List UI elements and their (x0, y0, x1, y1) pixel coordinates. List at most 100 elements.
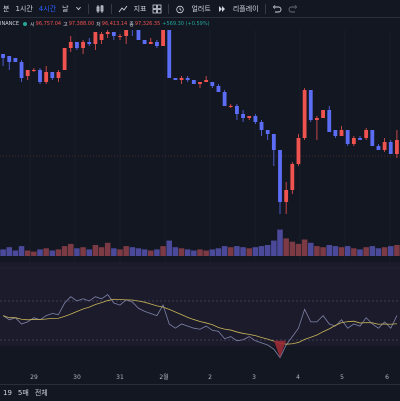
close-value: 97,326.35 (134, 21, 161, 27)
high-label: 고 (63, 21, 68, 28)
volume-bar (117, 249, 123, 256)
rsi-indicator (2, 294, 398, 359)
volume-bar (18, 246, 25, 256)
candle-body (265, 130, 270, 134)
indicators-button[interactable]: 지표 (133, 4, 147, 13)
candle-body (191, 80, 196, 84)
candle-body (161, 30, 165, 46)
volume-bar (240, 247, 246, 256)
range-all[interactable]: 전체 (34, 389, 48, 397)
date-tick-label: 6 (385, 374, 389, 381)
replay-button[interactable]: 리플레이 (232, 4, 259, 13)
interval-4h[interactable]: 4시간 (38, 4, 57, 13)
divider (110, 3, 112, 14)
candle-body (68, 42, 73, 48)
redo-icon[interactable] (285, 4, 301, 14)
alarm-clock-icon[interactable] (172, 4, 188, 14)
volume-bar (98, 247, 105, 256)
volume-bar (221, 246, 228, 256)
candle-body (228, 106, 233, 107)
volume-bar (6, 247, 12, 256)
close-label: 종 (129, 21, 134, 28)
volume-bar (0, 249, 6, 256)
replay-icon[interactable] (214, 4, 230, 14)
candle-body (351, 138, 356, 144)
range-1[interactable]: 19 (3, 389, 12, 397)
price-chart[interactable]: 29 30 31 2월 2 3 4 5 6 (0, 30, 400, 384)
candle-body (345, 130, 350, 144)
candle-body (271, 134, 276, 150)
date-tick-label: 29 (30, 374, 38, 381)
candle-body (376, 146, 381, 150)
interval-1h[interactable]: 1시간 (15, 4, 33, 13)
bottom-bar: 19 5매 전체 (0, 384, 400, 401)
volume-bar (49, 250, 56, 256)
interval-day[interactable]: 날 (62, 4, 69, 13)
alert-button[interactable]: 얼러트 (191, 4, 211, 13)
candle-body (278, 150, 282, 202)
candle-body (241, 114, 245, 118)
candle-body (142, 40, 147, 44)
volume-bar (289, 241, 296, 256)
volume-bar (234, 246, 240, 256)
range-5[interactable]: 5매 (17, 389, 29, 397)
candle-body (370, 130, 375, 146)
volume-bar (135, 248, 142, 256)
volume-bar (363, 247, 369, 256)
volume-bar (203, 250, 209, 256)
layout-grid-icon[interactable] (149, 4, 165, 14)
volume-bar (12, 250, 19, 256)
volume-bar (129, 247, 136, 256)
candle-body (111, 32, 116, 36)
volume-bar (141, 249, 148, 256)
volume-bar (74, 248, 80, 256)
candle-body (290, 164, 295, 190)
volume-bar (104, 242, 111, 256)
volume-bar (61, 246, 68, 256)
candle-body (38, 70, 42, 82)
candle-type-icon[interactable] (92, 4, 108, 14)
volume-bar (369, 246, 376, 256)
candle-body (19, 62, 24, 78)
candle-body (179, 78, 184, 80)
volume-bar (394, 245, 400, 256)
candle-body (358, 138, 362, 140)
high-value: 97,388.00 (68, 21, 95, 27)
volume-bar (24, 250, 31, 256)
interval-minutes[interactable]: 분 (3, 4, 10, 13)
open-label: 시 (30, 21, 35, 28)
candle-body (167, 30, 172, 78)
candle-body (222, 92, 227, 106)
symbol-label[interactable]: INANCE (0, 21, 20, 27)
candle-body (308, 90, 313, 120)
chart-grid (29, 30, 391, 262)
volume-bar (320, 247, 326, 256)
chevron-down-icon[interactable] (72, 5, 85, 12)
volume-bar (252, 247, 259, 256)
candle-body (56, 72, 61, 78)
ohlc-legend: INANCE 시 96,757.04 고 97,388.00 저 96,413.14 … (0, 18, 212, 30)
volume-bar (351, 248, 357, 256)
volume-bar (86, 249, 92, 256)
time-axis: 29 30 31 2월 2 3 4 5 6 (30, 373, 389, 381)
candle-body (155, 42, 159, 46)
rsi-ma-line (2, 298, 397, 345)
candle-body (210, 82, 215, 86)
date-tick-label: 31 (116, 374, 124, 381)
candle-body (124, 30, 129, 36)
undo-icon[interactable] (269, 4, 285, 14)
candle-body (259, 122, 264, 130)
indicators-icon[interactable] (115, 4, 131, 14)
volume-bar (338, 247, 345, 256)
candle-body (339, 130, 344, 136)
date-tick-label: 2 (208, 374, 212, 381)
candle-body (13, 58, 18, 62)
volume-bar (154, 249, 160, 256)
candle-body (118, 36, 122, 37)
divider (168, 3, 170, 14)
candle-body (204, 80, 209, 82)
volume-bar (277, 229, 283, 256)
volume-bar (123, 246, 129, 256)
volume-bar (295, 243, 302, 256)
candle-body (296, 138, 301, 164)
